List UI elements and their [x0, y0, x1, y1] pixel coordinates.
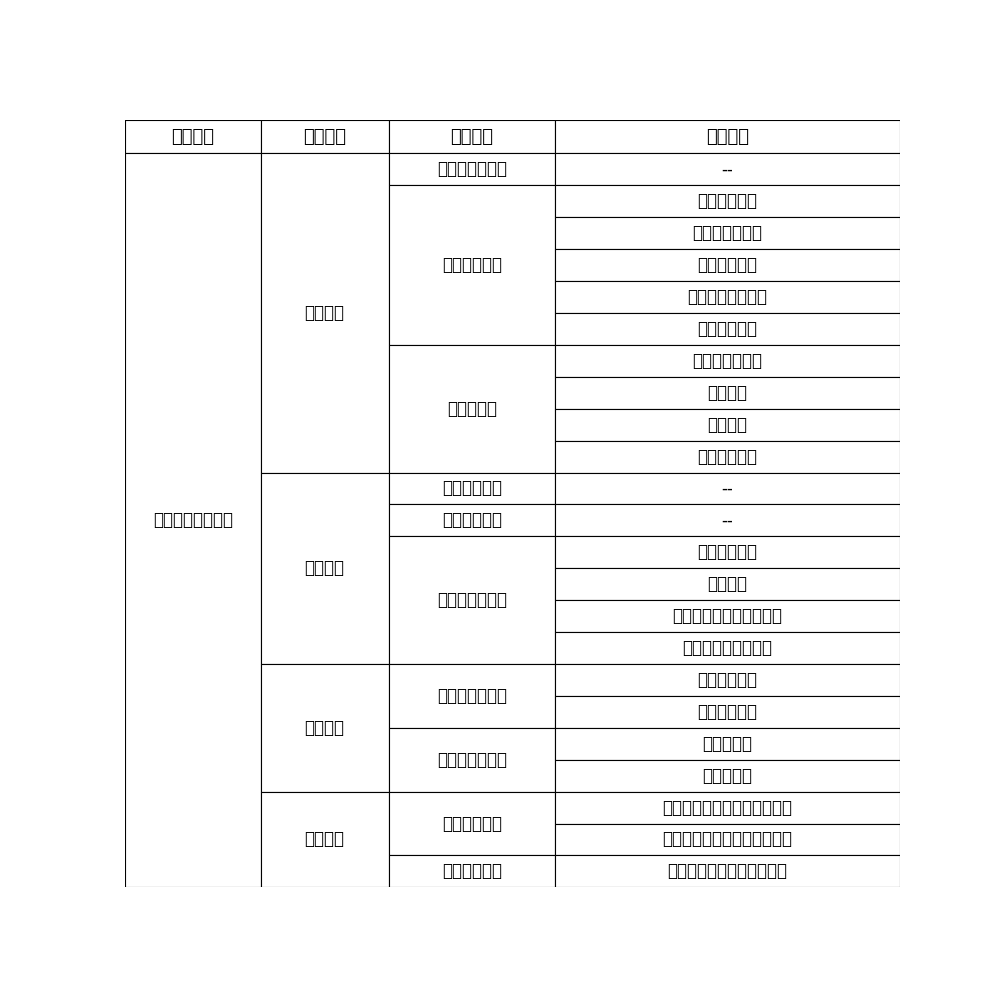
- Text: 单位发电量减少废气排放成本: 单位发电量减少废气排放成本: [663, 799, 793, 817]
- Text: 一级指标: 一级指标: [171, 128, 214, 146]
- Bar: [388, 536, 555, 664]
- Text: 知识产权成果: 知识产权成果: [698, 448, 758, 466]
- Text: 系统稳定裕度: 系统稳定裕度: [442, 480, 502, 498]
- Bar: [388, 728, 555, 792]
- Bar: [388, 855, 555, 887]
- Text: 技术先进性指标: 技术先进性指标: [437, 161, 507, 178]
- Bar: [125, 154, 261, 887]
- Bar: [388, 185, 555, 345]
- Bar: [261, 664, 388, 792]
- Text: 电网接纳可再生能源能力: 电网接纳可再生能源能力: [673, 607, 783, 625]
- Bar: [261, 792, 388, 887]
- Text: 运营期经营效果: 运营期经营效果: [437, 687, 507, 705]
- Bar: [261, 154, 388, 473]
- Bar: [388, 154, 555, 185]
- Text: 系统安全风险: 系统安全风险: [442, 511, 502, 529]
- Bar: [555, 249, 900, 281]
- Text: 运行效果: 运行效果: [305, 559, 345, 577]
- Text: 投资回收期: 投资回收期: [703, 767, 753, 785]
- Bar: [555, 120, 900, 154]
- Bar: [555, 696, 900, 728]
- Bar: [555, 792, 900, 824]
- Bar: [555, 345, 900, 377]
- Text: 环境影响: 环境影响: [305, 831, 345, 848]
- Bar: [555, 760, 900, 792]
- Bar: [555, 824, 900, 855]
- Text: 二级指标: 二级指标: [303, 128, 346, 146]
- Text: 技术创新: 技术创新: [708, 384, 748, 402]
- Text: 净资产收益率: 净资产收益率: [698, 671, 758, 689]
- Text: 标准创新: 标准创新: [708, 416, 748, 434]
- Bar: [555, 185, 900, 217]
- Text: 经济效益: 经济效益: [305, 719, 345, 737]
- Text: 内部收益率: 内部收益率: [703, 735, 753, 753]
- Text: --: --: [722, 480, 733, 498]
- Bar: [388, 504, 555, 536]
- Text: 总体效果评价指标: 总体效果评价指标: [153, 511, 233, 529]
- Bar: [555, 154, 900, 185]
- Text: 社会效果指标: 社会效果指标: [442, 256, 502, 274]
- Bar: [555, 504, 900, 536]
- Text: 全周期经济效益: 全周期经济效益: [437, 751, 507, 769]
- Text: --: --: [722, 161, 733, 178]
- Text: 设备自主研发率: 设备自主研发率: [693, 352, 763, 370]
- Text: 区域经济带动效果: 区域经济带动效果: [688, 288, 768, 306]
- Bar: [555, 632, 900, 664]
- Bar: [555, 855, 900, 887]
- Bar: [555, 728, 900, 760]
- Bar: [555, 217, 900, 249]
- Bar: [388, 664, 555, 728]
- Text: 就业改善程度: 就业改善程度: [698, 320, 758, 338]
- Text: 单位发电量减少的煤耗成本: 单位发电量减少的煤耗成本: [668, 862, 788, 880]
- Text: 网源友好度指标: 网源友好度指标: [437, 591, 507, 609]
- Bar: [555, 441, 900, 473]
- Bar: [555, 281, 900, 313]
- Bar: [388, 473, 555, 504]
- Text: 节能效益指标: 节能效益指标: [442, 862, 502, 880]
- Text: 单位发电量减少烟尘排放成本: 单位发电量减少烟尘排放成本: [663, 831, 793, 848]
- Text: 示范效果: 示范效果: [305, 304, 345, 322]
- Text: 四级指标: 四级指标: [706, 128, 749, 146]
- Bar: [125, 120, 261, 154]
- Bar: [261, 120, 388, 154]
- Bar: [555, 664, 900, 696]
- Bar: [555, 600, 900, 632]
- Text: 环保效益指标: 环保效益指标: [442, 815, 502, 832]
- Bar: [555, 409, 900, 441]
- Text: 电网可调度性: 电网可调度性: [698, 543, 758, 561]
- Text: 创新性指标: 创新性指标: [447, 400, 497, 418]
- Text: 设备国产化率: 设备国产化率: [698, 256, 758, 274]
- Text: 总投资报酬率: 总投资报酬率: [698, 703, 758, 721]
- Bar: [555, 568, 900, 600]
- Bar: [388, 345, 555, 473]
- Bar: [388, 120, 555, 154]
- Bar: [555, 313, 900, 345]
- Text: 高层次人才培养: 高层次人才培养: [693, 224, 763, 242]
- Bar: [555, 377, 900, 409]
- Bar: [555, 473, 900, 504]
- Bar: [261, 473, 388, 664]
- Text: 电能质量: 电能质量: [708, 575, 748, 593]
- Text: 三级指标: 三级指标: [450, 128, 493, 146]
- Text: --: --: [722, 511, 733, 529]
- Text: 产业带动效果: 产业带动效果: [698, 192, 758, 210]
- Bar: [555, 536, 900, 568]
- Text: 削（移）峰填谷能力: 削（移）峰填谷能力: [683, 639, 773, 657]
- Bar: [388, 792, 555, 855]
